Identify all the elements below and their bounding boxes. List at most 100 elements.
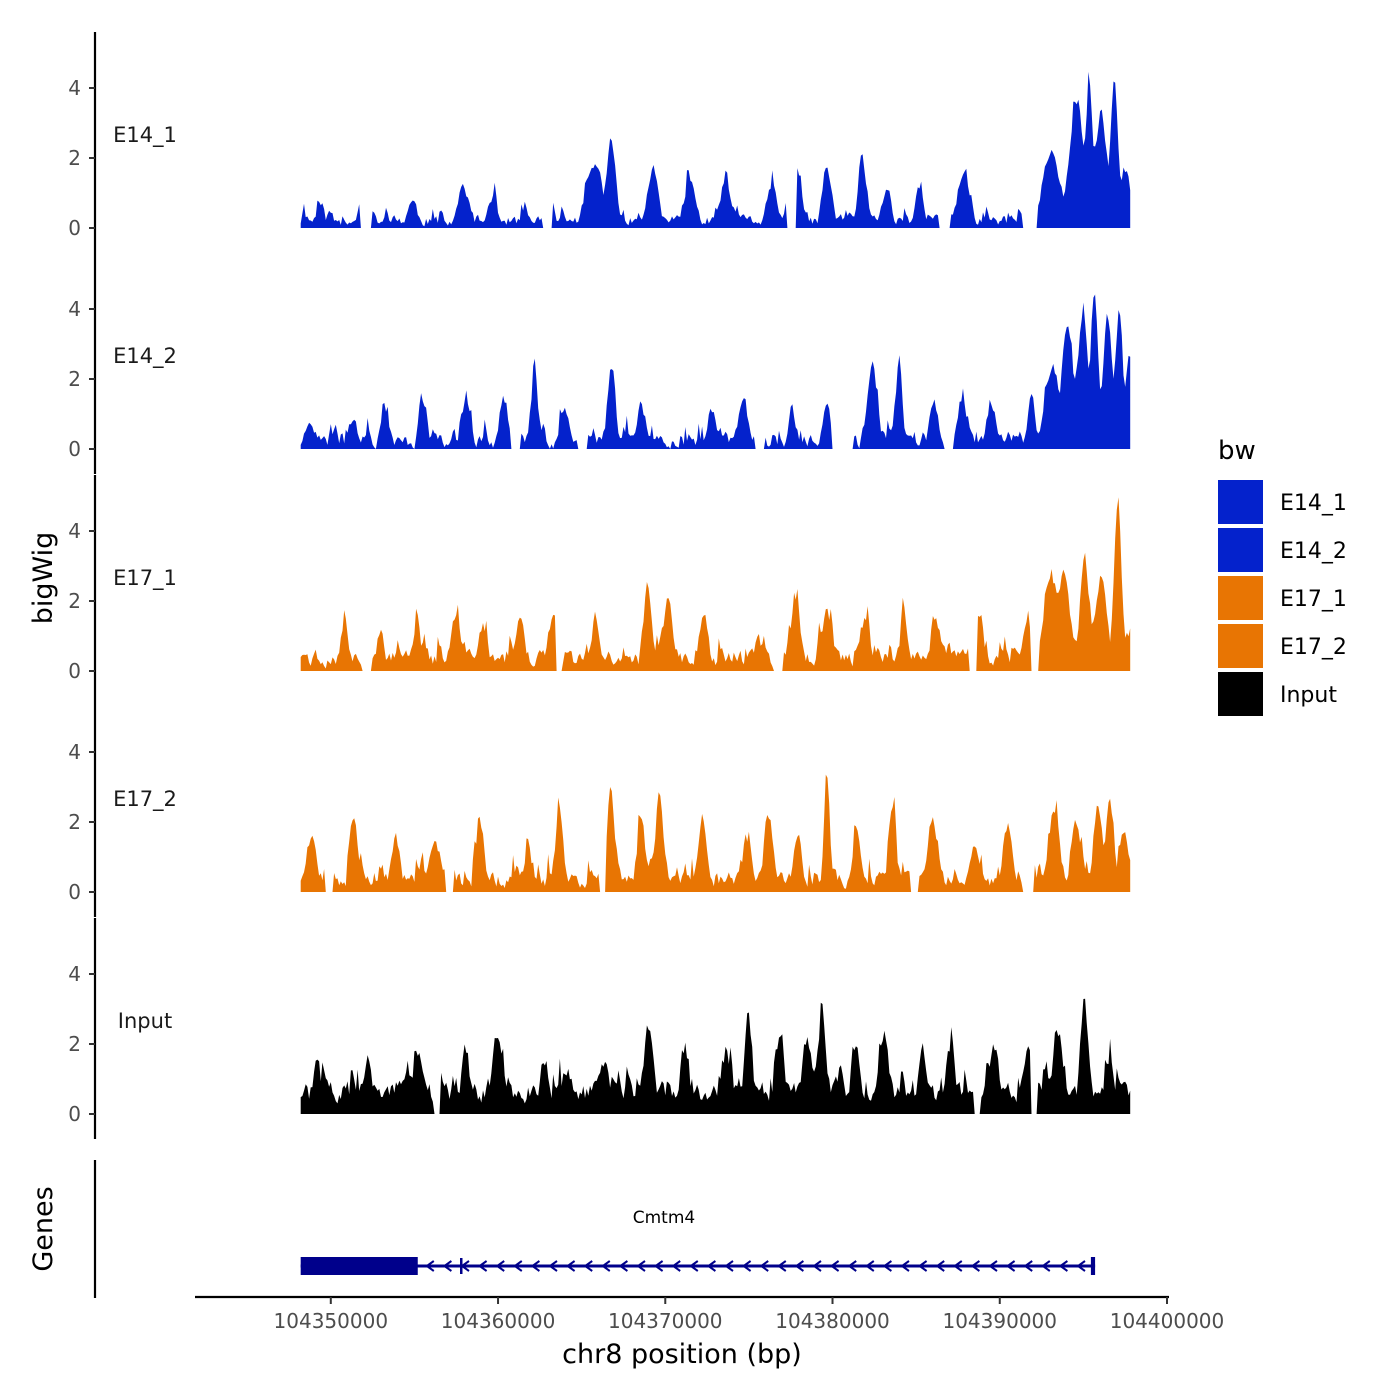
strand-chevron — [829, 1260, 840, 1272]
strand-chevron — [583, 1260, 593, 1272]
strand-chevron — [1041, 1260, 1051, 1272]
y-tick-label: 4 — [68, 962, 81, 986]
y-tick-label: 2 — [68, 810, 81, 834]
strand-chevron — [671, 1260, 681, 1272]
strand-chevron — [601, 1260, 611, 1272]
x-tick-label: 104360000 — [441, 1309, 556, 1333]
strand-chevron — [495, 1260, 505, 1272]
legend-label: E14_2 — [1280, 539, 1347, 564]
strand-chevron — [724, 1260, 734, 1272]
strand-chevron — [1058, 1260, 1068, 1272]
track-label: Input — [118, 1009, 172, 1033]
track-Input: 0 2 4 Input — [68, 918, 1131, 1139]
strand-chevron — [935, 1260, 945, 1272]
strand-chevron — [900, 1260, 910, 1272]
strand-chevron — [689, 1260, 699, 1272]
tracks: 0 2 4 E14_1 0 2 4 E14_2 0 2 4 E17_1 0 2 4 E17_2 0 2 4 Input — [68, 32, 1131, 1139]
legend-swatch — [1218, 528, 1263, 572]
y-tick-label: 0 — [68, 437, 81, 461]
strand-chevron — [812, 1260, 822, 1272]
legend-swatch — [1218, 624, 1263, 668]
track-label: E14_2 — [113, 344, 177, 369]
legend-swatch — [1218, 576, 1263, 620]
legend-label: E17_1 — [1280, 587, 1347, 612]
legend-label: E17_2 — [1280, 635, 1347, 660]
genes-axis-title: Genes — [28, 1186, 59, 1271]
strand-chevron — [706, 1260, 716, 1272]
x-tick-label: 104370000 — [608, 1309, 723, 1333]
gene-exon — [300, 1257, 418, 1275]
strand-chevron — [759, 1260, 769, 1272]
y-tick-label: 2 — [68, 367, 81, 391]
strand-chevron — [917, 1260, 928, 1272]
y-tick-label: 0 — [68, 659, 81, 683]
strand-chevron — [565, 1260, 576, 1272]
signal-area-E17_1 — [300, 497, 1131, 671]
strand-chevron — [1005, 1260, 1016, 1272]
signal-area-E14_1 — [300, 71, 1131, 229]
strand-chevron — [988, 1260, 998, 1272]
legend-item-Input: Input — [1218, 672, 1337, 716]
legend-item-E14_2: E14_2 — [1218, 528, 1347, 572]
strand-chevron — [513, 1260, 523, 1272]
strand-chevron — [865, 1260, 875, 1272]
gene-exon — [1090, 1257, 1096, 1275]
strand-chevron — [847, 1260, 857, 1272]
y-tick-label: 0 — [68, 1102, 81, 1126]
strand-chevron — [425, 1260, 435, 1272]
track-E17_2: 0 2 4 E17_2 — [68, 696, 1131, 917]
strand-chevron — [794, 1260, 804, 1272]
strand-chevron — [636, 1260, 646, 1272]
x-tick-label: 104380000 — [775, 1309, 890, 1333]
y-tick-label: 0 — [68, 880, 81, 904]
y-tick-label: 2 — [68, 589, 81, 613]
y-tick-label: 2 — [68, 1032, 81, 1056]
x-tick-label: 104400000 — [1110, 1309, 1225, 1333]
y-tick-label: 4 — [68, 297, 81, 321]
strand-chevron — [1023, 1260, 1033, 1272]
signal-area-E17_2 — [300, 774, 1131, 892]
signal-area-E14_2 — [300, 294, 1131, 449]
legend-title: bw — [1218, 436, 1256, 466]
strand-chevron — [442, 1260, 452, 1272]
legend-swatch — [1218, 480, 1263, 524]
track-E14_1: 0 2 4 E14_1 — [68, 32, 1131, 253]
y-tick-label: 4 — [68, 519, 81, 543]
y-tick-label: 4 — [68, 76, 81, 100]
gene-panel: Cmtm4 — [93, 1160, 1096, 1298]
legend: bw E14_1 E14_2 E17_1 E17_2 Input — [1218, 436, 1347, 716]
legend-item-E17_2: E17_2 — [1218, 624, 1347, 668]
x-axis-title: chr8 position (bp) — [562, 1339, 802, 1370]
y-tick-label: 2 — [68, 146, 81, 170]
track-label: E17_1 — [113, 566, 177, 591]
strand-chevron — [953, 1260, 963, 1272]
strand-chevron — [882, 1260, 892, 1272]
strand-chevron — [548, 1260, 558, 1272]
x-tick-label: 104350000 — [274, 1309, 389, 1333]
strand-chevron — [653, 1260, 664, 1272]
x-tick-label: 104390000 — [942, 1309, 1057, 1333]
legend-item-E17_1: E17_1 — [1218, 576, 1347, 620]
legend-swatch — [1218, 672, 1263, 716]
y-axis-title: bigWig — [28, 532, 59, 625]
strand-chevron — [1076, 1260, 1086, 1272]
legend-label: E14_1 — [1280, 491, 1347, 516]
track-label: E14_1 — [113, 123, 177, 148]
signal-area-Input — [300, 998, 1131, 1114]
track-E14_2: 0 2 4 E14_2 — [68, 253, 1131, 474]
strand-chevron — [530, 1260, 540, 1272]
gene-label: Cmtm4 — [633, 1208, 695, 1228]
x-axis: 104350000 104360000 104370000 104380000 1043… — [195, 1295, 1225, 1333]
strand-chevron — [618, 1260, 628, 1272]
y-tick-label: 0 — [68, 216, 81, 240]
strand-chevron — [477, 1260, 488, 1272]
legend-item-E14_1: E14_1 — [1218, 480, 1347, 524]
strand-chevron — [741, 1260, 752, 1272]
strand-chevron — [970, 1260, 980, 1272]
strand-chevron — [777, 1260, 787, 1272]
legend-label: Input — [1280, 683, 1337, 708]
track-E17_1: 0 2 4 E17_1 — [68, 475, 1131, 696]
y-tick-label: 4 — [68, 740, 81, 764]
